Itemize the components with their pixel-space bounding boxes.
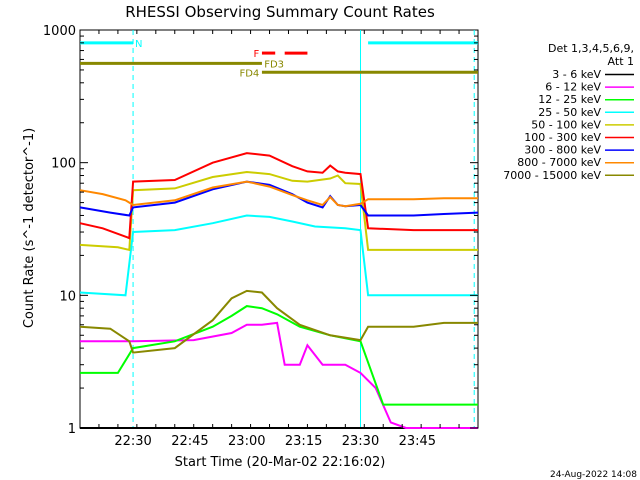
legend-entry-label: 50 - 100 keV	[531, 118, 601, 131]
series-line	[79, 289, 478, 354]
chart-title: RHESSI Observing Summary Count Rates	[125, 3, 435, 21]
flag-label: FD3	[264, 59, 284, 70]
flag-label: FD4	[239, 68, 259, 79]
series-line	[80, 321, 478, 429]
plot-frame	[79, 29, 479, 429]
x-axis-label: Start Time (20-Mar-02 22:16:02)	[175, 455, 386, 470]
series-line	[79, 170, 478, 252]
legend-entry-label: 800 - 7000 keV	[517, 156, 601, 169]
legend-entry-label: 25 - 50 keV	[538, 106, 601, 119]
legend-header: Att 1	[608, 55, 634, 68]
x-tick-label: 23:00	[228, 434, 265, 449]
x-tick-label: 23:30	[342, 434, 379, 449]
legend-entry-label: 3 - 6 keV	[552, 68, 601, 81]
legend-entry-label: 100 - 300 keV	[524, 131, 601, 144]
y-axis-label: Count Rate (s^-1 detector^-1)	[22, 128, 37, 328]
series-line	[79, 180, 478, 208]
series-line	[79, 180, 479, 217]
x-tick-label: 23:45	[399, 434, 436, 449]
series-line	[79, 152, 478, 240]
series-line	[80, 305, 478, 406]
flag-label: F	[254, 49, 260, 60]
legend-entry-label: 7000 - 15000 keV	[503, 169, 601, 182]
flag-label: N	[135, 39, 142, 50]
x-axis: 22:30 22:45 23:00 23:15 23:30 23:45	[79, 30, 479, 449]
x-tick-label: 23:15	[285, 434, 322, 449]
plot-area: N F FD3 FD4	[79, 29, 479, 429]
y-tick-label: 1000	[43, 24, 76, 39]
legend-entry-label: 300 - 800 keV	[524, 144, 601, 157]
y-axis: 1 10 100 1000	[43, 24, 478, 437]
y-tick-label: 10	[59, 289, 76, 304]
series-line	[79, 214, 478, 297]
legend-entry-label: 12 - 25 keV	[538, 93, 601, 106]
y-tick-label: 1	[68, 422, 76, 437]
footer-date: 24-Aug-2022 14:08	[550, 470, 637, 480]
y-tick-label: 100	[51, 157, 76, 172]
legend-header: Det 1,3,4,5,6,9,	[548, 42, 634, 55]
x-tick-label: 22:45	[171, 434, 208, 449]
legend-entry-label: 6 - 12 keV	[545, 81, 601, 94]
x-tick-label: 22:30	[114, 434, 151, 449]
